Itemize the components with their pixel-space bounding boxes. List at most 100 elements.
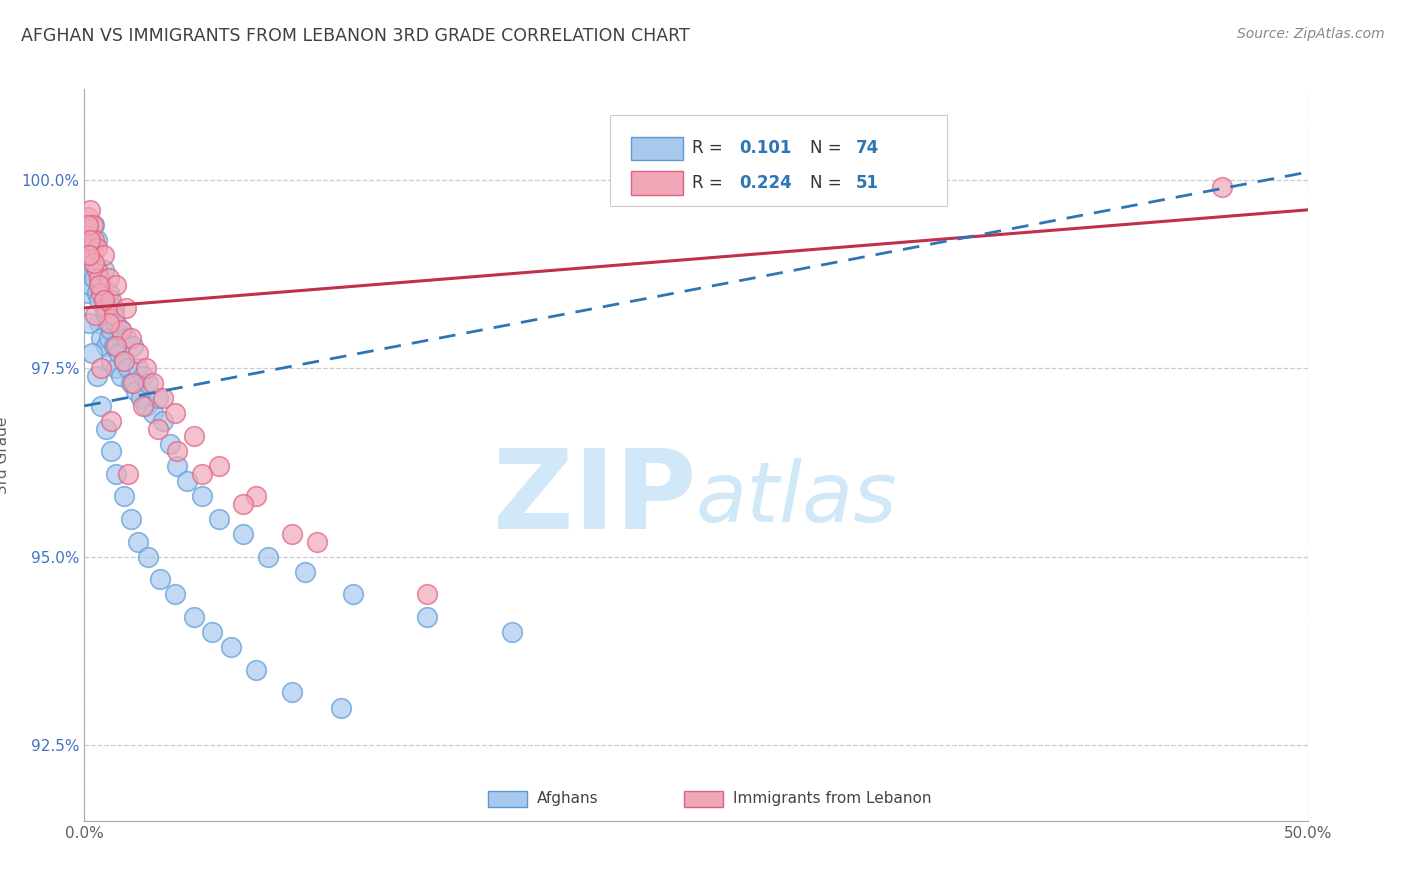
Text: Source: ZipAtlas.com: Source: ZipAtlas.com	[1237, 27, 1385, 41]
Point	[305, 534, 328, 549]
Point	[77, 241, 100, 255]
Point	[120, 376, 142, 391]
Point	[159, 436, 181, 450]
Point	[245, 489, 267, 503]
FancyBboxPatch shape	[683, 791, 723, 807]
Point	[79, 233, 101, 247]
Point	[112, 489, 135, 503]
Point	[77, 316, 100, 330]
Point	[115, 301, 138, 315]
Point	[86, 263, 108, 277]
Point	[83, 255, 105, 269]
Point	[129, 392, 152, 406]
Point	[120, 331, 142, 345]
Point	[103, 301, 125, 315]
Point	[208, 459, 231, 474]
Point	[152, 414, 174, 428]
Point	[163, 407, 186, 421]
Point	[105, 361, 128, 376]
Text: N =: N =	[810, 139, 846, 158]
Point	[110, 368, 132, 383]
Point	[107, 346, 129, 360]
Point	[77, 285, 100, 300]
Point	[132, 368, 155, 383]
Point	[110, 324, 132, 338]
Point	[86, 233, 108, 247]
Point	[416, 610, 439, 624]
Point	[83, 233, 105, 247]
Point	[208, 512, 231, 526]
Point	[97, 285, 120, 300]
Point	[142, 407, 165, 421]
Text: Immigrants from Lebanon: Immigrants from Lebanon	[733, 791, 931, 806]
Point	[105, 338, 128, 352]
Text: AFGHAN VS IMMIGRANTS FROM LEBANON 3RD GRADE CORRELATION CHART: AFGHAN VS IMMIGRANTS FROM LEBANON 3RD GR…	[21, 27, 690, 45]
Point	[90, 285, 112, 300]
Point	[83, 218, 105, 232]
Point	[77, 211, 100, 225]
Point	[132, 399, 155, 413]
Point	[200, 625, 222, 640]
Point	[294, 565, 316, 579]
Point	[219, 640, 242, 655]
Point	[86, 368, 108, 383]
Text: R =: R =	[692, 139, 728, 158]
Point	[80, 346, 103, 360]
Point	[183, 429, 205, 443]
Point	[127, 361, 149, 376]
FancyBboxPatch shape	[631, 136, 682, 161]
Point	[90, 361, 112, 376]
Point	[117, 361, 139, 376]
Point	[1211, 180, 1233, 194]
Point	[122, 338, 145, 352]
Point	[77, 263, 100, 277]
Point	[83, 270, 105, 285]
Point	[77, 218, 100, 232]
Point	[136, 549, 159, 564]
Text: 0.224: 0.224	[738, 174, 792, 192]
Point	[103, 338, 125, 352]
Point	[135, 361, 157, 376]
Point	[77, 248, 100, 262]
Point	[86, 241, 108, 255]
Point	[152, 392, 174, 406]
Point	[183, 610, 205, 624]
Point	[96, 338, 118, 352]
Point	[93, 248, 115, 262]
Point	[82, 241, 104, 255]
Point	[79, 278, 101, 293]
Point	[191, 467, 214, 481]
Point	[122, 376, 145, 391]
Point	[87, 293, 110, 308]
Point	[105, 467, 128, 481]
Point	[97, 316, 120, 330]
Point	[125, 384, 148, 398]
Point	[502, 625, 524, 640]
Point	[136, 376, 159, 391]
Point	[100, 353, 122, 368]
Point	[97, 270, 120, 285]
Text: 0.101: 0.101	[738, 139, 792, 158]
Point	[84, 309, 107, 323]
Point	[97, 331, 120, 345]
Text: Afghans: Afghans	[537, 791, 599, 806]
FancyBboxPatch shape	[631, 171, 682, 194]
Point	[79, 226, 101, 240]
Point	[281, 685, 304, 699]
Point	[257, 549, 280, 564]
Point	[96, 301, 118, 315]
Point	[117, 467, 139, 481]
Point	[416, 587, 439, 601]
Y-axis label: 3rd Grade: 3rd Grade	[0, 417, 10, 493]
Text: atlas: atlas	[696, 458, 897, 540]
Point	[146, 421, 169, 435]
Point	[79, 202, 101, 217]
Point	[90, 399, 112, 413]
Point	[90, 278, 112, 293]
Point	[149, 572, 172, 586]
Point	[166, 444, 188, 458]
Point	[87, 278, 110, 293]
Point	[93, 301, 115, 315]
Text: 74: 74	[856, 139, 880, 158]
Point	[115, 331, 138, 345]
